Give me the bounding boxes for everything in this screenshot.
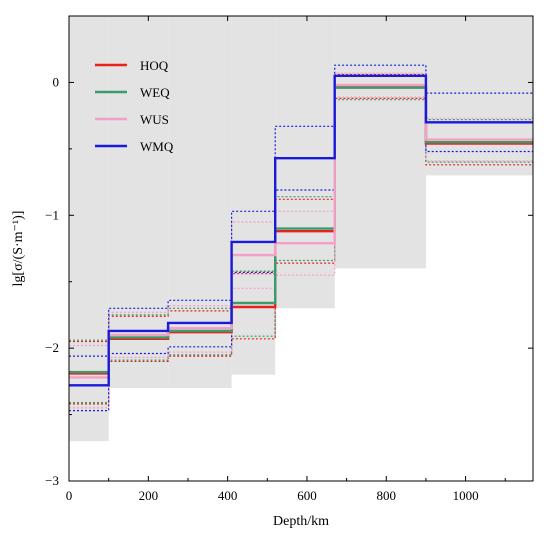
series-wmq-upper-bound (69, 64, 533, 357)
background-bound-rect (69, 16, 109, 442)
x-tick-label: 200 (139, 488, 159, 503)
series-hoq-upper-bound (69, 73, 533, 343)
series-hoq-lower-bound (69, 97, 533, 405)
background-bound-rect (168, 16, 232, 388)
series-layer (69, 64, 533, 412)
series-hoq-line (69, 85, 533, 375)
legend-label-wmq: WMQ (140, 139, 174, 154)
background-bound-rect (334, 16, 426, 269)
series-wus-upper-bound (69, 72, 533, 347)
background-bound-rect (275, 16, 335, 309)
x-axis-label: Depth/km (273, 514, 329, 529)
x-tick-label: 400 (218, 488, 238, 503)
series-weq-line (69, 86, 533, 374)
y-tick-label: −2 (45, 340, 59, 355)
background-bound-rect (231, 16, 276, 375)
x-tick-label: 1000 (453, 488, 479, 503)
series-wmq-line (69, 74, 533, 387)
x-tick-label: 0 (66, 488, 73, 503)
y-tick-label: −1 (45, 207, 59, 222)
legend-label-hoq: HOQ (140, 58, 169, 73)
axes-layer: 0 200 400 600 800 1000 −3 −2 −1 0 (45, 15, 534, 503)
series-wus-lower-bound (69, 96, 533, 409)
x-tick-label: 600 (297, 488, 317, 503)
background-bound-rect (108, 16, 169, 388)
plot-frame (68, 15, 534, 482)
background-bounds-layer (69, 16, 533, 442)
series-weq-lower-bound (69, 99, 533, 404)
background-bound-rect (425, 16, 533, 176)
legend: HOQ WEQ WUS WMQ (95, 58, 174, 154)
legend-label-wus: WUS (140, 112, 169, 127)
series-weq-upper-bound (69, 75, 533, 341)
x-tick-label: 800 (377, 488, 397, 503)
y-tick-label: −3 (45, 473, 59, 488)
legend-label-weq: WEQ (140, 85, 170, 100)
y-tick-label: 0 (53, 74, 60, 89)
series-wus-line (69, 83, 533, 379)
y-axis-label: lg[σ/(S·m⁻¹)] (11, 211, 26, 287)
